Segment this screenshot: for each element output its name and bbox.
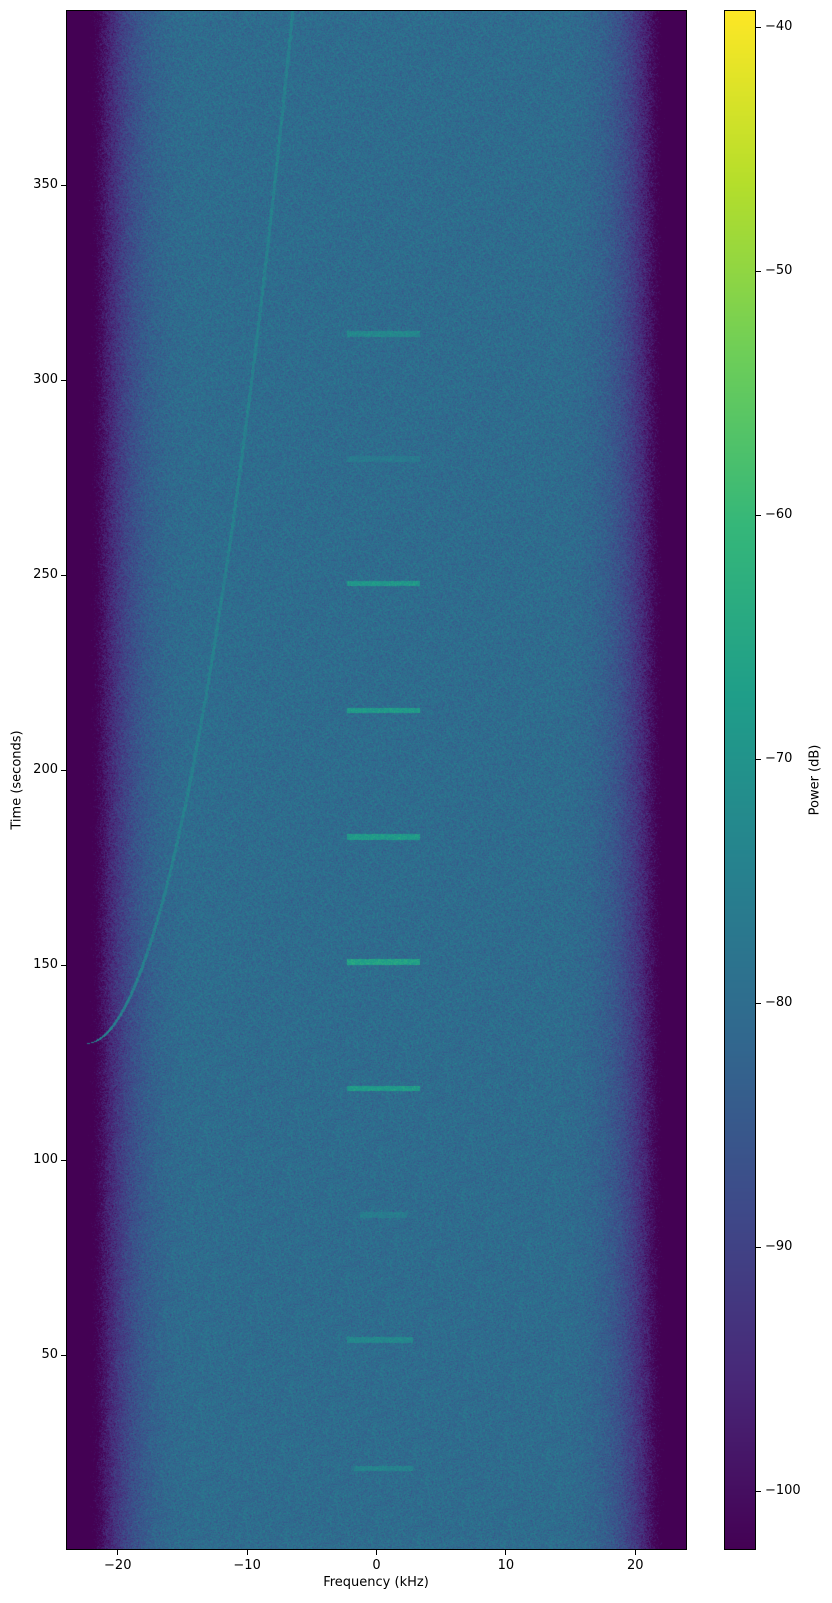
spectrogram-image [66, 10, 687, 1550]
x-axis-label: Frequency (kHz) [323, 1575, 429, 1590]
y-tick [61, 1354, 66, 1356]
colorbar-tick-label: −70 [765, 751, 793, 767]
y-tick [61, 1159, 66, 1161]
x-tick-label: −10 [233, 1558, 261, 1573]
y-tick-label: 300 [33, 372, 58, 388]
colorbar-tick [756, 1002, 761, 1004]
colorbar-tick [756, 270, 761, 272]
y-tick-label: 350 [33, 177, 58, 193]
x-tick-label: 20 [626, 1558, 644, 1573]
y-tick [61, 379, 66, 381]
x-tick [117, 1550, 119, 1555]
y-tick [61, 769, 66, 771]
y-axis-label: Time (seconds) [9, 730, 25, 830]
x-tick [634, 1550, 636, 1555]
colorbar-label: Power (dB) [807, 744, 823, 816]
colorbar-tick-label: −50 [765, 263, 793, 279]
colorbar [724, 10, 756, 1550]
y-tick-label: 200 [33, 762, 58, 778]
colorbar-tick [756, 758, 761, 760]
colorbar-tick [756, 1246, 761, 1248]
colorbar-tick-label: −80 [765, 995, 793, 1011]
y-tick [61, 964, 66, 966]
colorbar-tick-label: −90 [765, 1239, 793, 1255]
y-tick-label: 150 [33, 957, 58, 973]
y-tick-label: 250 [33, 567, 58, 583]
x-tick [505, 1550, 507, 1555]
x-tick [246, 1550, 248, 1555]
plot-area [66, 10, 687, 1550]
y-tick [61, 184, 66, 186]
colorbar-tick-label: −60 [765, 507, 793, 523]
y-tick-label: 100 [33, 1152, 58, 1168]
x-tick-label: 10 [497, 1558, 515, 1573]
y-tick [61, 574, 66, 576]
colorbar-tick-label: −100 [765, 1483, 801, 1499]
x-tick-label: 0 [372, 1558, 381, 1573]
colorbar-tick [756, 1490, 761, 1492]
x-tick-label: −20 [104, 1558, 132, 1573]
x-tick [376, 1550, 377, 1555]
colorbar-tick-label: −40 [765, 19, 793, 35]
colorbar-tick [756, 514, 761, 516]
y-tick-label: 50 [41, 1347, 58, 1363]
colorbar-tick [756, 26, 761, 28]
